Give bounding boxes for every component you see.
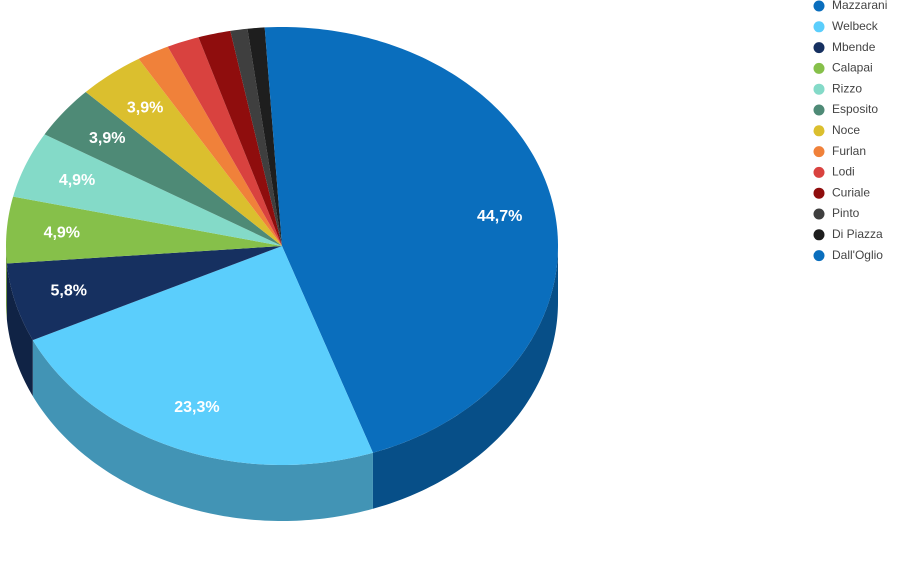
slice [6,196,282,264]
legend-label: Dall'Oglio [832,248,883,262]
legend-label: Lodi [832,165,855,179]
legend-swatch [813,166,825,178]
legend-swatch [813,21,825,33]
legend-label: Noce [832,123,860,137]
data-label: 4,9% [59,172,95,189]
legend-swatch [813,0,825,12]
legend-label: Di Piazza [832,227,883,241]
data-label: 23,3% [174,399,219,416]
slice [32,246,373,465]
legend-swatch [813,187,825,199]
slice-side [6,246,7,320]
slice-side [372,246,558,509]
legend-label: Rizzo [832,81,862,95]
data-label: 4,9% [44,224,80,241]
legend-label: Mbende [832,40,876,54]
slice [6,246,283,341]
slice-side [32,340,373,521]
slice [138,46,282,247]
legend-label: Mazzarani [832,0,887,12]
legend-swatch [813,146,825,158]
slice [167,37,282,246]
legend-swatch [813,208,825,220]
data-label: 5,8% [51,283,87,300]
slice [198,30,282,246]
legend-swatch [813,229,825,241]
legend-swatch [813,42,825,54]
legend-label: Welbeck [832,19,879,33]
legend-swatch [813,104,825,116]
legend-label: Esposito [832,102,878,116]
legend-swatch [813,62,825,74]
slice [85,58,282,246]
data-label: 3,9% [89,130,125,147]
slice [13,134,282,246]
slice [282,27,558,453]
data-label: 44,7% [477,208,522,225]
slice-side [6,263,33,397]
legend-label: Furlan [832,144,866,158]
legend-label: Pinto [832,206,860,220]
slice [44,91,282,246]
slice [264,27,282,246]
legend-label: Calapai [832,61,873,75]
legend-label: Curiale [832,185,870,199]
legend-swatch [813,250,825,262]
slice [230,28,282,247]
legend-swatch [813,83,825,95]
legend-swatch [813,125,825,137]
slice [247,27,282,246]
data-label: 3,9% [127,100,163,117]
